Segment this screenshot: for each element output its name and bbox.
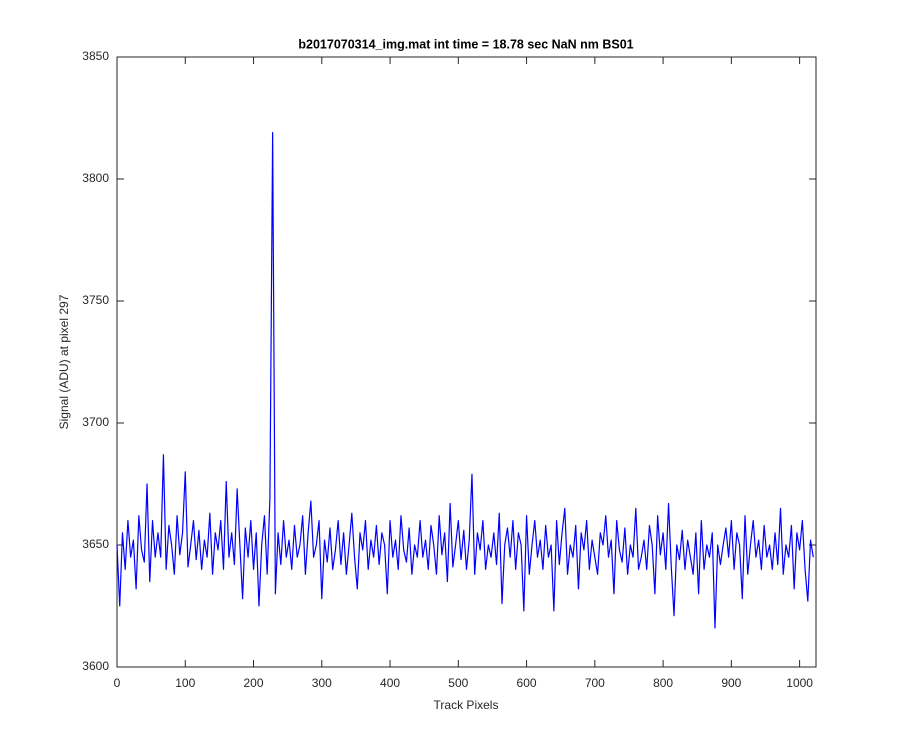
x-tick-label: 1000 (786, 676, 813, 690)
x-tick-label: 400 (380, 676, 400, 690)
x-tick-label: 700 (585, 676, 605, 690)
x-tick-label: 300 (312, 676, 332, 690)
chart-title: b2017070314_img.mat int time = 18.78 sec… (298, 37, 633, 51)
y-tick-label: 3750 (82, 293, 109, 307)
plot-area (116, 56, 817, 668)
x-tick-label: 500 (448, 676, 468, 690)
y-tick-label: 3600 (82, 659, 109, 673)
x-axis-label: Track Pixels (434, 698, 499, 712)
x-tick-label: 900 (721, 676, 741, 690)
y-tick-label: 3650 (82, 537, 109, 551)
x-tick-label: 100 (175, 676, 195, 690)
y-axis-label: Signal (ADU) at pixel 297 (57, 294, 71, 429)
y-tick-label: 3700 (82, 415, 109, 429)
data-line (116, 132, 814, 629)
x-tick-label: 600 (517, 676, 537, 690)
y-tick-label: 3850 (82, 49, 109, 63)
x-tick-label: 0 (114, 676, 121, 690)
x-tick-label: 200 (244, 676, 264, 690)
x-tick-label: 800 (653, 676, 673, 690)
y-tick-label: 3800 (82, 171, 109, 185)
